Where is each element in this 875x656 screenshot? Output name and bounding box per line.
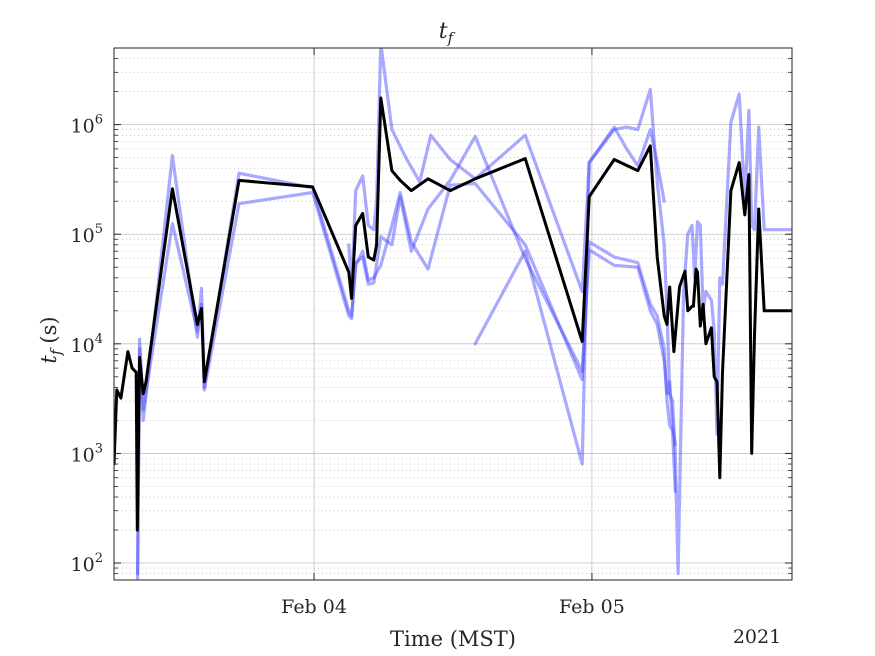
series-line-main [114, 96, 792, 532]
x-tick-labels: Feb 04 Feb 05 [281, 596, 625, 618]
y-tick-labels: 102 103 104 105 106 [71, 113, 103, 576]
y-tick-label: 104 [71, 332, 103, 357]
y-tick-label: 105 [71, 222, 103, 247]
year-label: 2021 [733, 626, 781, 648]
x-axis-label: Time (MST) [390, 627, 516, 651]
y-axis-label: tf(s) [37, 316, 65, 363]
plot-area [114, 48, 792, 580]
chart-title: tf [439, 19, 456, 47]
tick-marks [114, 48, 792, 580]
x-tick-label: Feb 04 [281, 596, 347, 618]
data-series [114, 48, 792, 580]
y-tick-label: 106 [71, 113, 103, 138]
x-tick-label: Feb 05 [559, 596, 625, 618]
axes-box [113, 47, 793, 581]
y-tick-label: 103 [71, 441, 103, 466]
grid-lines [114, 48, 792, 580]
series-line-member-3 [347, 48, 666, 294]
y-tick-label: 102 [71, 551, 103, 576]
series-line-member-4 [473, 87, 792, 576]
